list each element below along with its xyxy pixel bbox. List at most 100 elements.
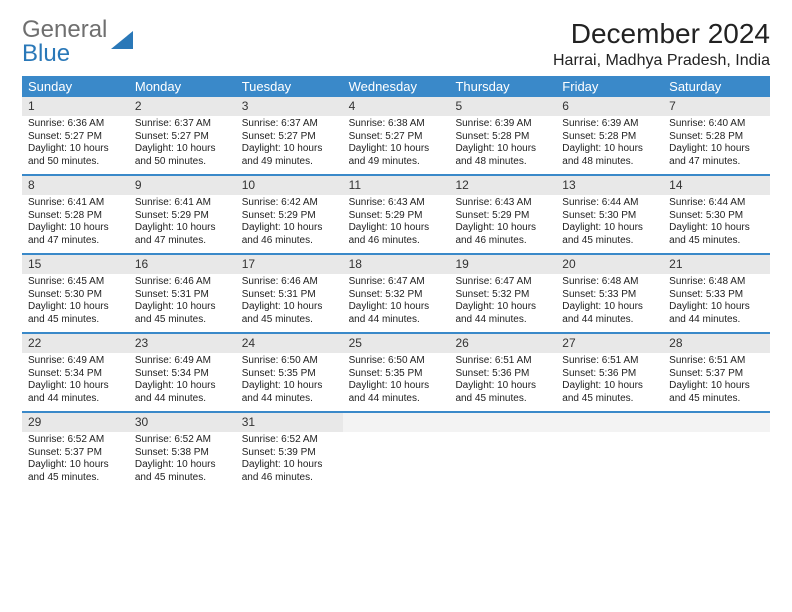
day-body: Sunrise: 6:52 AMSunset: 5:39 PMDaylight:… [236,432,343,490]
day-body: Sunrise: 6:39 AMSunset: 5:28 PMDaylight:… [556,116,663,174]
day-number: 11 [343,176,450,195]
sunrise-line: Sunrise: 6:47 AM [455,276,550,289]
calendar-cell: 4Sunrise: 6:38 AMSunset: 5:27 PMDaylight… [343,97,450,174]
sunrise-line: Sunrise: 6:39 AM [562,118,657,131]
calendar-cell: 14Sunrise: 6:44 AMSunset: 5:30 PMDayligh… [663,176,770,253]
sunrise-line: Sunrise: 6:51 AM [455,355,550,368]
daylight-line: Daylight: 10 hours and 49 minutes. [349,143,444,168]
calendar-cell: . [343,413,450,490]
daylight-line: Daylight: 10 hours and 44 minutes. [349,380,444,405]
calendar-cell: 21Sunrise: 6:48 AMSunset: 5:33 PMDayligh… [663,255,770,332]
calendar-cell: 11Sunrise: 6:43 AMSunset: 5:29 PMDayligh… [343,176,450,253]
day-number-empty: . [663,413,770,432]
daylight-line: Daylight: 10 hours and 46 minutes. [349,222,444,247]
daylight-line: Daylight: 10 hours and 45 minutes. [242,301,337,326]
daylight-line: Daylight: 10 hours and 45 minutes. [28,459,123,484]
day-number: 13 [556,176,663,195]
daylight-line: Daylight: 10 hours and 46 minutes. [242,222,337,247]
calendar: SundayMondayTuesdayWednesdayThursdayFrid… [22,76,770,490]
day-body: Sunrise: 6:39 AMSunset: 5:28 PMDaylight:… [449,116,556,174]
sunset-line: Sunset: 5:36 PM [562,368,657,381]
day-body: Sunrise: 6:51 AMSunset: 5:37 PMDaylight:… [663,353,770,411]
sunrise-line: Sunrise: 6:52 AM [135,434,230,447]
day-body: Sunrise: 6:42 AMSunset: 5:29 PMDaylight:… [236,195,343,253]
sunrise-line: Sunrise: 6:36 AM [28,118,123,131]
calendar-cell: 13Sunrise: 6:44 AMSunset: 5:30 PMDayligh… [556,176,663,253]
calendar-cell: 9Sunrise: 6:41 AMSunset: 5:29 PMDaylight… [129,176,236,253]
sunset-line: Sunset: 5:35 PM [242,368,337,381]
day-body: Sunrise: 6:38 AMSunset: 5:27 PMDaylight:… [343,116,450,174]
day-body: Sunrise: 6:46 AMSunset: 5:31 PMDaylight:… [129,274,236,332]
sunset-line: Sunset: 5:36 PM [455,368,550,381]
sunset-line: Sunset: 5:29 PM [242,210,337,223]
day-body: Sunrise: 6:37 AMSunset: 5:27 PMDaylight:… [236,116,343,174]
daylight-line: Daylight: 10 hours and 47 minutes. [135,222,230,247]
sunset-line: Sunset: 5:29 PM [135,210,230,223]
day-body: Sunrise: 6:43 AMSunset: 5:29 PMDaylight:… [343,195,450,253]
day-body: Sunrise: 6:44 AMSunset: 5:30 PMDaylight:… [556,195,663,253]
calendar-cell: 19Sunrise: 6:47 AMSunset: 5:32 PMDayligh… [449,255,556,332]
sunset-line: Sunset: 5:29 PM [455,210,550,223]
daylight-line: Daylight: 10 hours and 45 minutes. [669,380,764,405]
sunrise-line: Sunrise: 6:47 AM [349,276,444,289]
day-body: Sunrise: 6:50 AMSunset: 5:35 PMDaylight:… [236,353,343,411]
brand-triangle-icon [109,27,135,58]
calendar-cell: 26Sunrise: 6:51 AMSunset: 5:36 PMDayligh… [449,334,556,411]
sunset-line: Sunset: 5:28 PM [669,131,764,144]
calendar-weeks: 1Sunrise: 6:36 AMSunset: 5:27 PMDaylight… [22,97,770,490]
calendar-week: 22Sunrise: 6:49 AMSunset: 5:34 PMDayligh… [22,334,770,413]
page: General Blue December 2024 Harrai, Madhy… [0,0,792,508]
sunrise-line: Sunrise: 6:49 AM [28,355,123,368]
weekday-header: Wednesday [343,76,450,97]
sunrise-line: Sunrise: 6:49 AM [135,355,230,368]
day-number: 30 [129,413,236,432]
day-body: Sunrise: 6:37 AMSunset: 5:27 PMDaylight:… [129,116,236,174]
sunset-line: Sunset: 5:27 PM [349,131,444,144]
day-number: 19 [449,255,556,274]
sunset-line: Sunset: 5:38 PM [135,447,230,460]
day-body: Sunrise: 6:47 AMSunset: 5:32 PMDaylight:… [343,274,450,332]
sunset-line: Sunset: 5:30 PM [669,210,764,223]
calendar-cell: 18Sunrise: 6:47 AMSunset: 5:32 PMDayligh… [343,255,450,332]
day-number: 23 [129,334,236,353]
sunrise-line: Sunrise: 6:38 AM [349,118,444,131]
sunrise-line: Sunrise: 6:51 AM [562,355,657,368]
calendar-cell: 16Sunrise: 6:46 AMSunset: 5:31 PMDayligh… [129,255,236,332]
daylight-line: Daylight: 10 hours and 49 minutes. [242,143,337,168]
calendar-cell: 2Sunrise: 6:37 AMSunset: 5:27 PMDaylight… [129,97,236,174]
sunset-line: Sunset: 5:35 PM [349,368,444,381]
day-number: 8 [22,176,129,195]
calendar-cell: . [663,413,770,490]
sunset-line: Sunset: 5:29 PM [349,210,444,223]
calendar-week: 29Sunrise: 6:52 AMSunset: 5:37 PMDayligh… [22,413,770,490]
calendar-cell: 29Sunrise: 6:52 AMSunset: 5:37 PMDayligh… [22,413,129,490]
title-block: December 2024 Harrai, Madhya Pradesh, In… [553,18,770,70]
weekday-header: Tuesday [236,76,343,97]
sunrise-line: Sunrise: 6:52 AM [242,434,337,447]
sunset-line: Sunset: 5:28 PM [562,131,657,144]
daylight-line: Daylight: 10 hours and 44 minutes. [562,301,657,326]
day-body: Sunrise: 6:44 AMSunset: 5:30 PMDaylight:… [663,195,770,253]
day-body: Sunrise: 6:41 AMSunset: 5:29 PMDaylight:… [129,195,236,253]
day-number: 7 [663,97,770,116]
sunrise-line: Sunrise: 6:51 AM [669,355,764,368]
daylight-line: Daylight: 10 hours and 45 minutes. [135,459,230,484]
sunrise-line: Sunrise: 6:40 AM [669,118,764,131]
daylight-line: Daylight: 10 hours and 45 minutes. [28,301,123,326]
brand-first: General [22,16,107,43]
calendar-cell: 5Sunrise: 6:39 AMSunset: 5:28 PMDaylight… [449,97,556,174]
daylight-line: Daylight: 10 hours and 45 minutes. [562,380,657,405]
weekday-header: Thursday [449,76,556,97]
brand-second: Blue [22,40,70,67]
calendar-cell: 15Sunrise: 6:45 AMSunset: 5:30 PMDayligh… [22,255,129,332]
day-number: 29 [22,413,129,432]
sunrise-line: Sunrise: 6:46 AM [135,276,230,289]
day-number: 26 [449,334,556,353]
brand-logo: General Blue [22,18,135,66]
day-body: Sunrise: 6:51 AMSunset: 5:36 PMDaylight:… [449,353,556,411]
day-number: 18 [343,255,450,274]
page-title: December 2024 [553,18,770,50]
calendar-cell: 7Sunrise: 6:40 AMSunset: 5:28 PMDaylight… [663,97,770,174]
header: General Blue December 2024 Harrai, Madhy… [22,18,770,70]
day-number: 10 [236,176,343,195]
